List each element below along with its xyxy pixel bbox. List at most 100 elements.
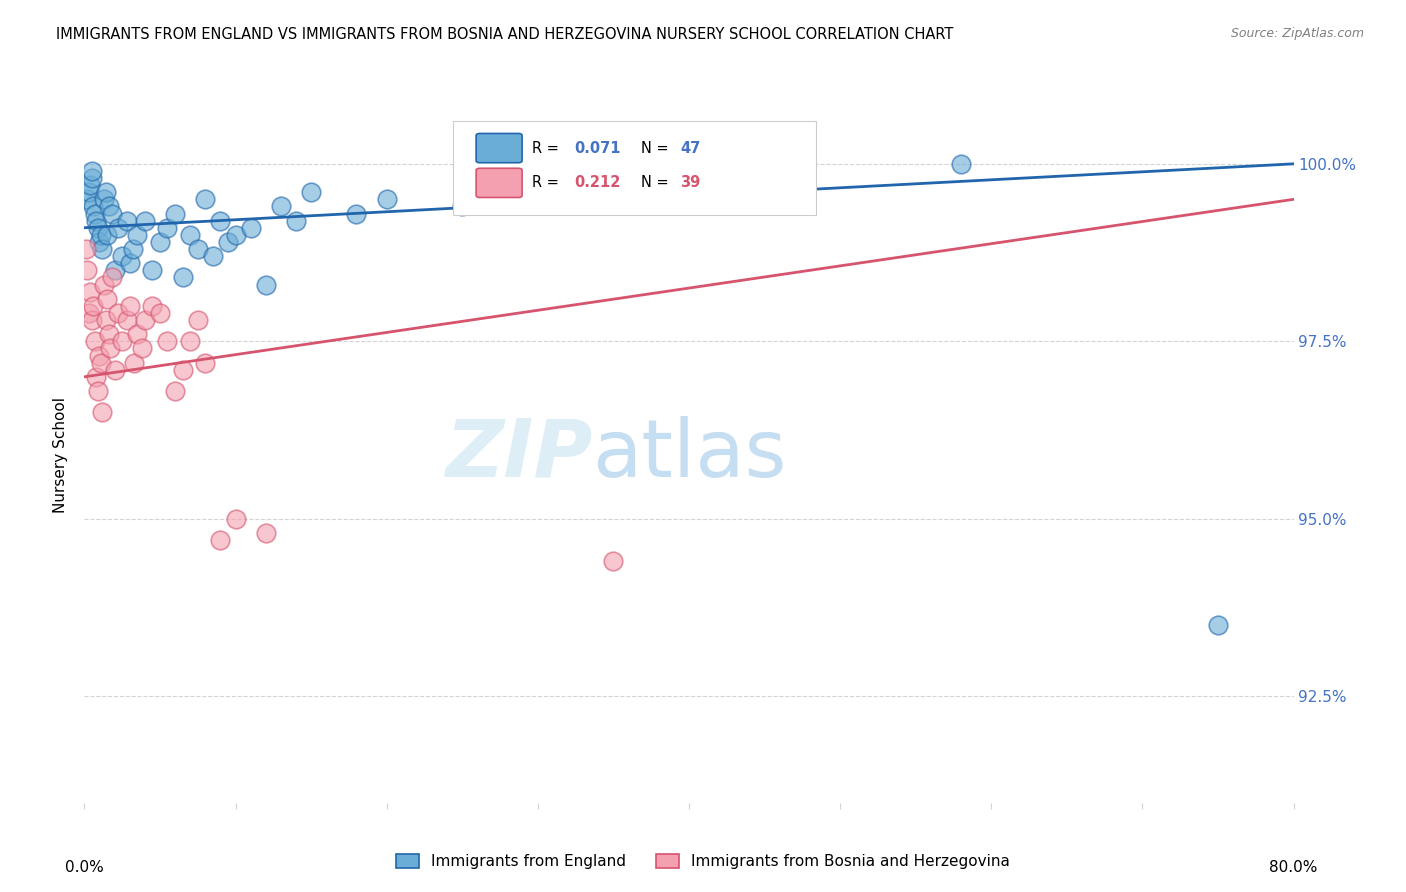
Point bbox=[270, 199, 292, 213]
Point bbox=[121, 242, 143, 256]
Legend: Immigrants from England, Immigrants from Bosnia and Herzegovina: Immigrants from England, Immigrants from… bbox=[389, 848, 1017, 875]
Point bbox=[91, 405, 114, 419]
Text: N =: N = bbox=[641, 176, 673, 190]
Point bbox=[172, 270, 194, 285]
Point bbox=[209, 213, 232, 227]
Point bbox=[165, 384, 187, 398]
Point bbox=[118, 299, 141, 313]
Point bbox=[104, 362, 127, 376]
Point bbox=[194, 356, 217, 370]
Point bbox=[217, 235, 239, 249]
Point bbox=[97, 199, 120, 213]
FancyBboxPatch shape bbox=[477, 134, 522, 162]
Point bbox=[107, 306, 129, 320]
Point bbox=[80, 313, 103, 327]
Point bbox=[79, 178, 101, 193]
Point bbox=[179, 334, 201, 349]
Text: Source: ZipAtlas.com: Source: ZipAtlas.com bbox=[1230, 27, 1364, 40]
Point bbox=[84, 334, 107, 349]
Point bbox=[134, 213, 156, 227]
Point bbox=[254, 277, 277, 292]
Point bbox=[94, 313, 117, 327]
Point bbox=[451, 199, 474, 213]
Point bbox=[127, 327, 149, 342]
Point bbox=[122, 356, 145, 370]
Text: 0.071: 0.071 bbox=[574, 141, 620, 155]
Point bbox=[141, 263, 163, 277]
Point bbox=[134, 313, 156, 327]
Point bbox=[96, 292, 118, 306]
Point bbox=[96, 227, 118, 242]
Point bbox=[91, 242, 114, 256]
Point bbox=[75, 242, 97, 256]
Point bbox=[97, 327, 120, 342]
Point bbox=[87, 220, 110, 235]
Point bbox=[285, 213, 308, 227]
Point bbox=[90, 356, 112, 370]
Point bbox=[93, 277, 115, 292]
Point bbox=[86, 213, 108, 227]
Point bbox=[87, 384, 110, 398]
Text: N =: N = bbox=[641, 141, 673, 155]
Point bbox=[82, 199, 104, 213]
Point bbox=[98, 342, 121, 356]
Text: 47: 47 bbox=[681, 141, 700, 155]
Point bbox=[76, 192, 98, 206]
Text: IMMIGRANTS FROM ENGLAND VS IMMIGRANTS FROM BOSNIA AND HERZEGOVINA NURSERY SCHOOL: IMMIGRANTS FROM ENGLAND VS IMMIGRANTS FR… bbox=[56, 27, 953, 42]
Point bbox=[115, 313, 138, 327]
Point bbox=[90, 227, 112, 242]
Point bbox=[141, 299, 163, 313]
Point bbox=[225, 512, 247, 526]
Point bbox=[209, 533, 232, 548]
Text: 39: 39 bbox=[681, 176, 700, 190]
Point bbox=[93, 192, 115, 206]
Point bbox=[115, 213, 138, 227]
Point bbox=[118, 256, 141, 270]
Text: R =: R = bbox=[531, 141, 564, 155]
Point bbox=[107, 220, 129, 235]
FancyBboxPatch shape bbox=[453, 121, 815, 215]
Point bbox=[89, 349, 111, 363]
Point bbox=[239, 220, 262, 235]
Point bbox=[77, 306, 100, 320]
Point bbox=[187, 313, 209, 327]
Text: atlas: atlas bbox=[592, 416, 786, 494]
Point bbox=[100, 270, 122, 285]
Point bbox=[80, 171, 103, 186]
Text: R =: R = bbox=[531, 176, 564, 190]
Point bbox=[79, 285, 101, 299]
Point bbox=[104, 263, 127, 277]
Text: 80.0%: 80.0% bbox=[1270, 860, 1317, 874]
Point bbox=[111, 334, 134, 349]
Point bbox=[156, 220, 179, 235]
Point bbox=[201, 249, 224, 263]
Point bbox=[187, 242, 209, 256]
Point bbox=[950, 157, 973, 171]
Point bbox=[225, 227, 247, 242]
Point bbox=[254, 526, 277, 541]
Y-axis label: Nursery School: Nursery School bbox=[53, 397, 69, 513]
Text: 0.212: 0.212 bbox=[574, 176, 620, 190]
Point bbox=[156, 334, 179, 349]
Point bbox=[179, 227, 201, 242]
Point bbox=[94, 186, 117, 200]
Point bbox=[172, 362, 194, 376]
Point bbox=[165, 206, 187, 220]
Point bbox=[1206, 618, 1229, 632]
Point bbox=[127, 227, 149, 242]
Point bbox=[100, 206, 122, 220]
Point bbox=[602, 554, 624, 568]
Point bbox=[346, 206, 368, 220]
FancyBboxPatch shape bbox=[477, 169, 522, 197]
Point bbox=[375, 192, 398, 206]
Point bbox=[149, 306, 172, 320]
Point bbox=[194, 192, 217, 206]
Point bbox=[84, 206, 107, 220]
Point bbox=[80, 164, 103, 178]
Point bbox=[82, 299, 104, 313]
Point bbox=[149, 235, 172, 249]
Point bbox=[299, 186, 322, 200]
Point bbox=[89, 235, 111, 249]
Point bbox=[77, 186, 100, 200]
Point bbox=[131, 342, 153, 356]
